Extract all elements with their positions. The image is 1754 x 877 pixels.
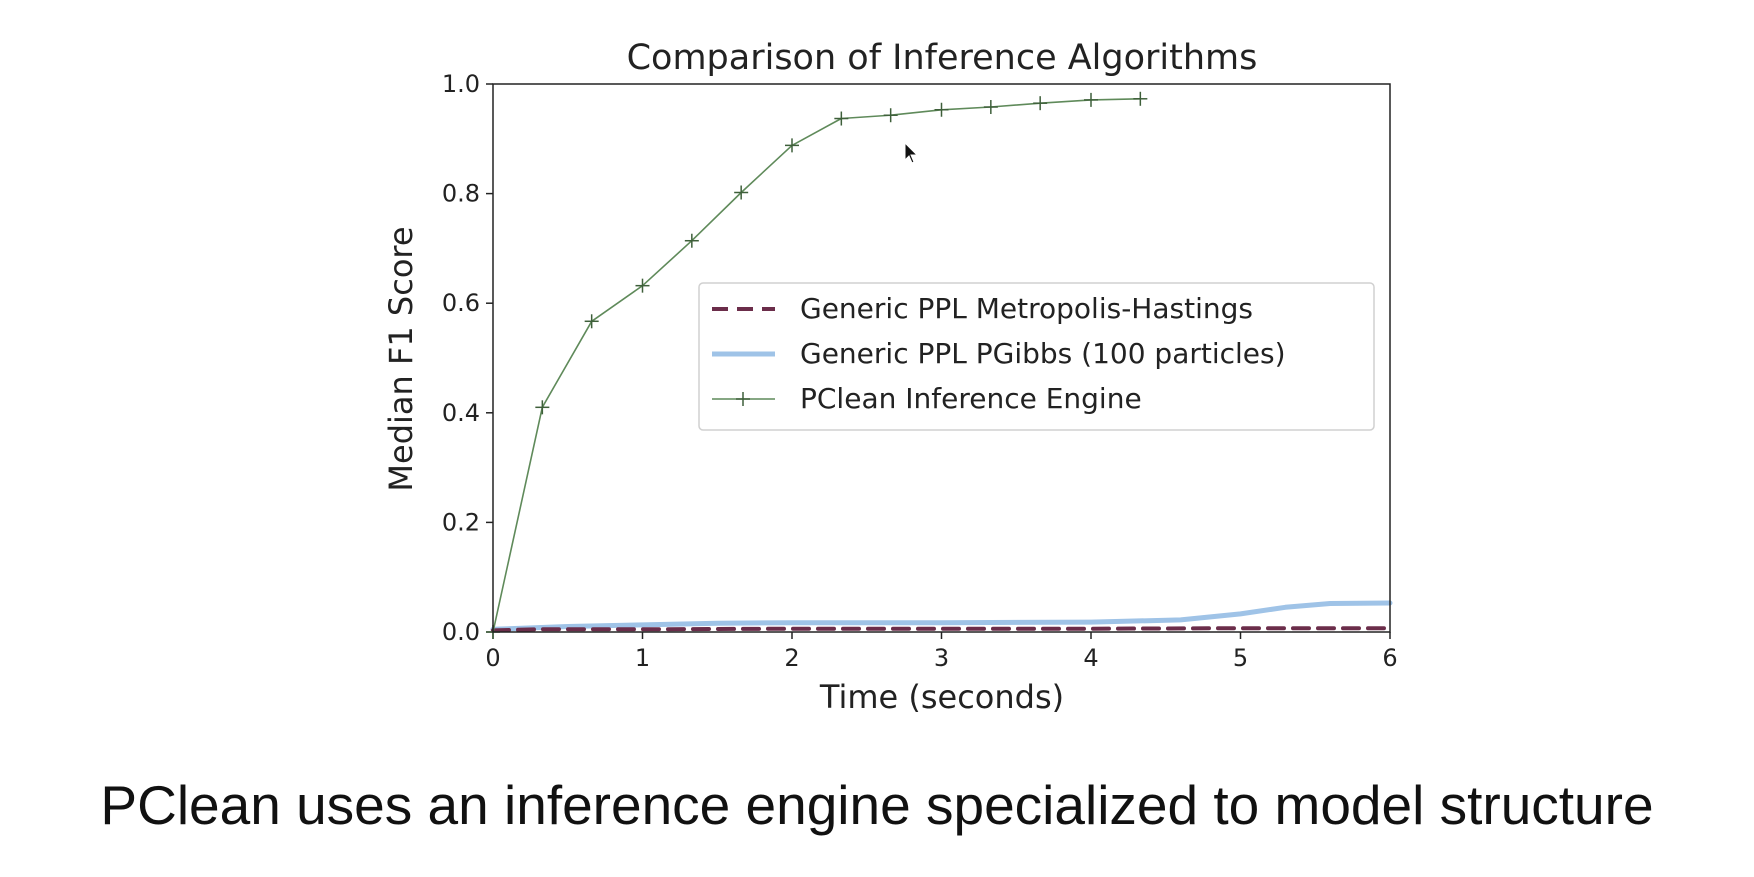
x-tick-label: 4 xyxy=(1083,644,1098,672)
legend-label: PClean Inference Engine xyxy=(800,382,1142,415)
series-layer xyxy=(486,91,1393,639)
mouse-cursor-icon xyxy=(904,142,919,164)
data-point-marker xyxy=(834,111,849,126)
series-line-0 xyxy=(491,626,1392,633)
y-tick-label: 0.6 xyxy=(442,289,480,317)
legend-label: Generic PPL Metropolis-Hastings xyxy=(800,292,1253,325)
slide-caption: PClean uses an inference engine speciali… xyxy=(100,774,1654,836)
data-point-marker xyxy=(1084,92,1098,107)
y-tick-label: 0.4 xyxy=(442,399,480,427)
data-point-marker xyxy=(635,278,650,293)
data-point-marker xyxy=(535,400,550,415)
y-tick-label: 1.0 xyxy=(442,70,480,98)
data-point-marker xyxy=(785,138,799,153)
data-point-marker xyxy=(1133,91,1148,106)
legend: Generic PPL Metropolis-Hastings Generic P… xyxy=(698,282,1375,431)
y-tick-label: 0.0 xyxy=(442,618,480,646)
series-line-1 xyxy=(490,600,1393,632)
data-point-marker xyxy=(684,233,699,248)
y-tick-label: 0.2 xyxy=(442,508,480,536)
x-tick-label: 5 xyxy=(1233,644,1248,672)
data-point-marker xyxy=(983,100,998,115)
x-tick-label: 0 xyxy=(485,644,500,672)
x-tick-label: 6 xyxy=(1382,644,1397,672)
x-tick-label: 3 xyxy=(934,644,949,672)
data-point-marker xyxy=(934,102,949,117)
y-axis-label: Median F1 Score xyxy=(382,226,420,491)
data-point-marker xyxy=(734,185,749,200)
x-tick-label: 1 xyxy=(635,644,650,672)
legend-box xyxy=(698,282,1375,431)
data-point-marker xyxy=(883,108,898,123)
data-point-marker xyxy=(584,314,599,329)
legend-label: Generic PPL PGibbs (100 particles) xyxy=(800,337,1286,370)
data-point-marker xyxy=(1033,96,1048,111)
series-line-2 xyxy=(492,98,1142,633)
chart-title: Comparison of Inference Algorithms xyxy=(627,38,1258,78)
plot-frame xyxy=(492,83,1391,633)
x-tick-label: 2 xyxy=(784,644,799,672)
axis-ticks: 0 1 2 3 4 5 6 0.0 0.2 0.4 0.6 0.8 1.0 xyxy=(442,70,1398,672)
y-tick-label: 0.8 xyxy=(442,180,480,208)
x-axis-label: Time (seconds) xyxy=(819,678,1064,716)
